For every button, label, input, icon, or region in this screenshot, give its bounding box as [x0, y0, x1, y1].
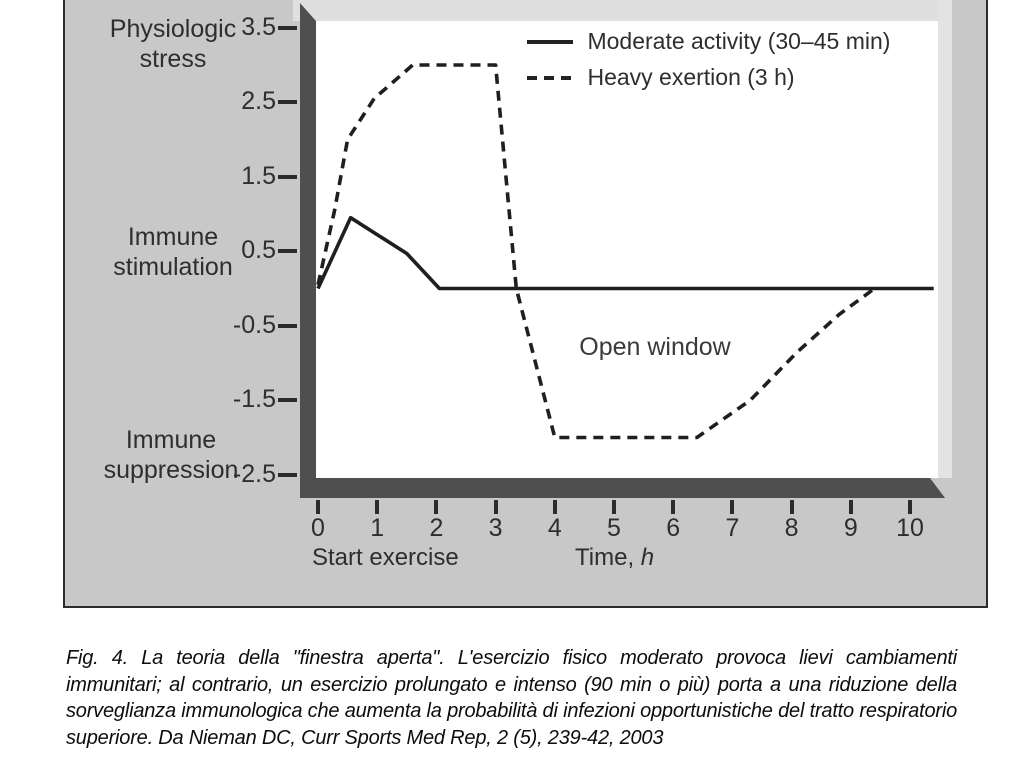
x-axis-title-prefix: Time,: [575, 544, 641, 571]
y-tick-label: 3.5: [241, 12, 276, 41]
y-axis-bar: [300, 3, 316, 478]
x-tick-dash: [316, 500, 320, 514]
y-band-label-physiologic-stress: Physiologic stress: [109, 15, 237, 73]
y-tick-dash: [278, 25, 297, 30]
figure-panel: Physiologic stress Immune stimulation Im…: [63, 0, 988, 608]
x-tick-dash: [375, 500, 380, 514]
x-tick-label: 5: [607, 514, 621, 542]
x-tick-label: 9: [843, 514, 858, 542]
x-tick-label: 10: [896, 514, 924, 542]
y-tick-dash: [278, 323, 297, 328]
x-tick-dash: [612, 500, 616, 514]
start-exercise-label: Start exercise: [312, 544, 459, 571]
x-tick-label: 6: [666, 514, 681, 542]
x-tick-label: 3: [488, 514, 503, 542]
figure-caption: Fig. 4. La teoria della "finestra aperta…: [66, 647, 957, 749]
x-tick-dash: [848, 500, 853, 514]
x-tick-label: 7: [725, 514, 740, 542]
x-axis-title: Time, h: [575, 544, 654, 572]
y-tick-dash: [278, 100, 297, 105]
x-tick-dash: [552, 500, 557, 514]
y-tick-dash: [278, 398, 297, 403]
x-tick-dash: [789, 500, 794, 514]
plot-top-highlight: [293, 0, 952, 21]
y-band-label-immune-suppression: Immune suppression: [103, 426, 239, 484]
legend-item-moderate: Moderate activity (30–45 min): [527, 28, 890, 55]
x-tick-dash: [671, 500, 676, 514]
y-tick-label: 1.5: [241, 161, 276, 190]
y-tick-label: 2.5: [241, 87, 276, 116]
x-tick-label: 0: [311, 514, 325, 542]
y-tick-dash: [278, 472, 297, 477]
figure-inner: Physiologic stress Immune stimulation Im…: [65, 0, 986, 606]
legend-item-heavy: Heavy exertion (3 h): [527, 64, 795, 91]
x-tick-label: 2: [429, 514, 444, 542]
x-tick-dash: [493, 500, 498, 514]
x-axis-bar: [300, 478, 945, 498]
y-tick-label: 0.5: [241, 236, 276, 265]
solid-line-sample: [527, 39, 573, 44]
legend-label-heavy: Heavy exertion (3 h): [587, 64, 795, 90]
y-tick-label: -1.5: [232, 385, 276, 414]
x-tick-dash: [434, 500, 439, 514]
x-tick-dash: [730, 500, 735, 514]
y-band-label-immune-stimulation: Immune stimulation: [113, 223, 233, 281]
y-tick-label: -0.5: [232, 310, 276, 339]
open-window-annotation: Open window: [579, 333, 731, 361]
legend-label-moderate: Moderate activity (30–45 min): [587, 28, 891, 54]
y-tick-label: -2.5: [232, 459, 276, 488]
x-tick-label: 8: [784, 514, 799, 542]
x-axis-title-unit: h: [640, 544, 655, 571]
x-tick-dash: [908, 500, 912, 514]
x-tick-label: 4: [547, 514, 562, 542]
y-tick-dash: [278, 174, 297, 179]
x-tick-label: 1: [370, 514, 385, 542]
plot-right-highlight: [938, 0, 952, 478]
dashed-line-sample: [527, 75, 573, 80]
y-tick-dash: [278, 249, 297, 254]
